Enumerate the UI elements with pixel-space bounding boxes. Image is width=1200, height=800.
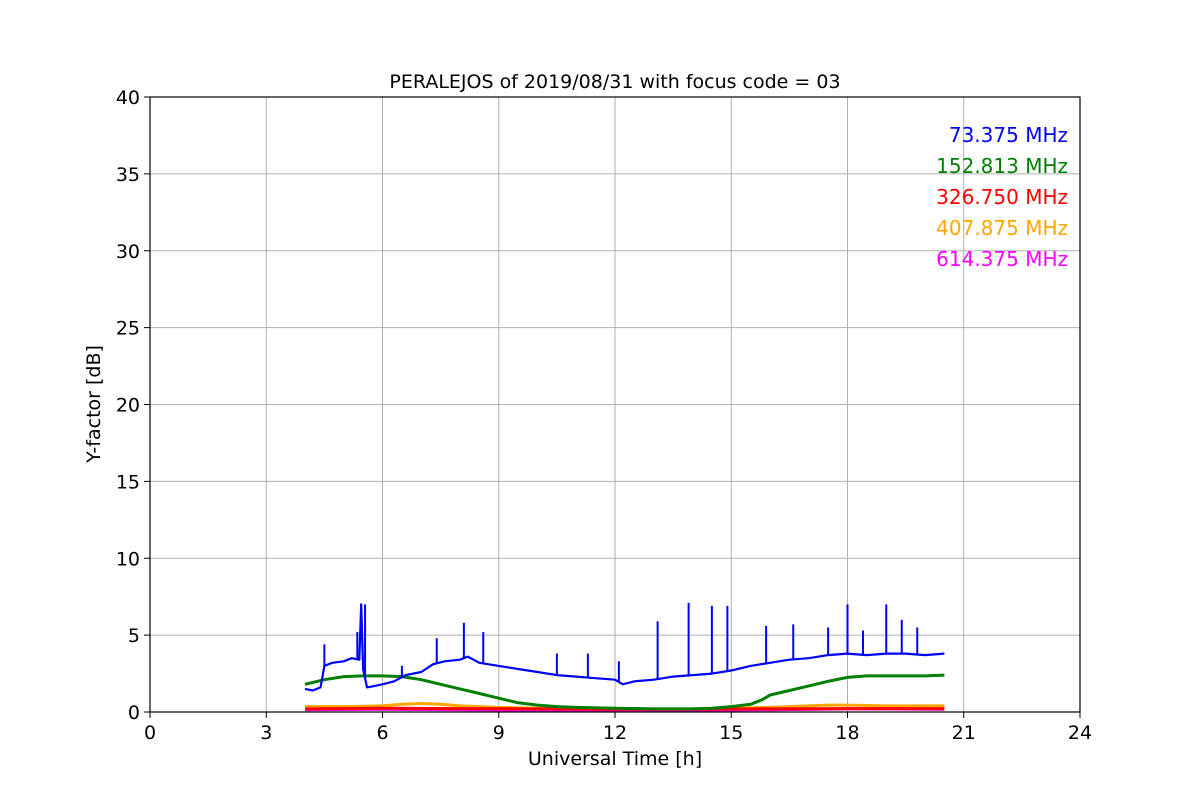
legend-entry: 326.750 MHz [936,185,1068,209]
series-line-73-375-mhz [304,603,945,692]
y-tick-label: 35 [116,164,140,186]
legend-entry: 407.875 MHz [936,216,1068,240]
x-tick-label: 6 [376,722,388,744]
y-tick-label: 0 [128,702,140,724]
x-tick-label: 12 [603,722,627,744]
x-tick-label: 3 [260,722,272,744]
x-tick-label: 21 [952,722,976,744]
series-line-152-813-mhz [304,673,945,711]
x-tick-label: 0 [144,722,156,744]
y-tick-label: 25 [116,318,140,340]
x-tick-label: 15 [719,722,743,744]
chart-title: PERALEJOS of 2019/08/31 with focus code … [389,71,840,93]
y-tick-label: 40 [116,87,140,109]
y-axis-label: Y-factor [dB] [83,345,105,464]
y-axis-ticks: 0 5 10 15 20 25 30 35 40 [116,87,150,724]
x-tick-label: 18 [835,722,859,744]
x-axis-label: Universal Time [h] [528,748,702,770]
legend-entry: 73.375 MHz [949,123,1068,147]
legend-entry: 614.375 MHz [936,247,1068,271]
series-group [304,602,945,712]
y-tick-label: 15 [116,471,140,493]
x-tick-label: 24 [1068,722,1092,744]
y-tick-label: 10 [116,548,140,570]
y-tick-label: 20 [116,395,140,417]
y-tick-label: 30 [116,241,140,263]
x-axis-ticks: 0 3 6 9 12 15 18 21 24 [144,712,1092,744]
legend-entry: 152.813 MHz [936,154,1068,178]
y-tick-label: 5 [128,625,140,647]
legend: 73.375 MHz 152.813 MHz 326.750 MHz 407.875 … [936,123,1068,271]
x-tick-label: 9 [493,722,505,744]
